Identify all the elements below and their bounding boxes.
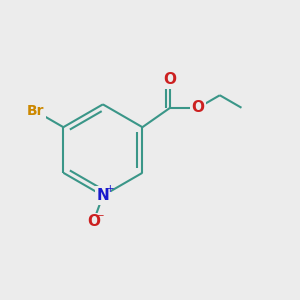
Text: O: O: [192, 100, 205, 115]
Text: Br: Br: [27, 104, 44, 118]
Text: O: O: [164, 72, 177, 87]
Text: N: N: [97, 188, 109, 203]
Text: −: −: [96, 211, 105, 221]
Text: +: +: [106, 184, 115, 194]
Text: O: O: [87, 214, 100, 230]
